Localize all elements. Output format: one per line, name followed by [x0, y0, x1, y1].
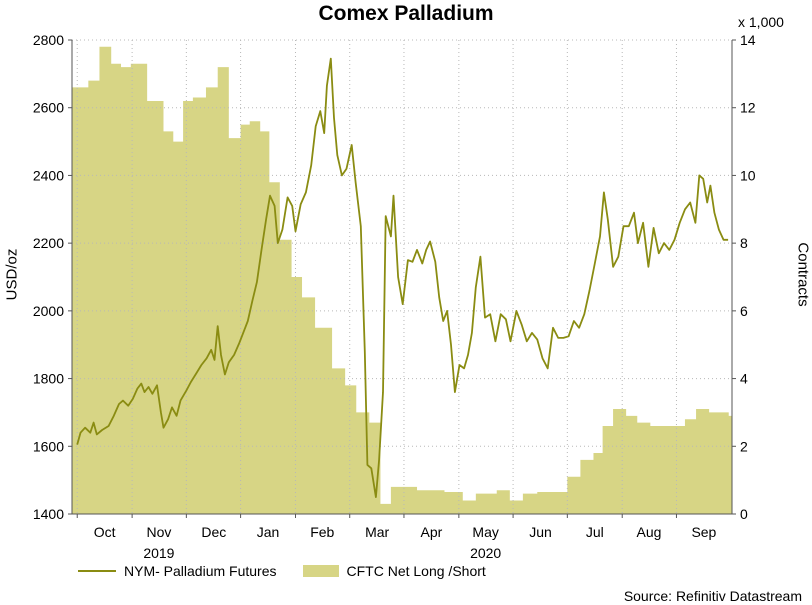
legend: NYM- Palladium Futures CFTC Net Long /Sh…: [78, 563, 512, 579]
legend-label-cftc: CFTC Net Long /Short: [346, 563, 486, 579]
legend-swatch-line: [78, 570, 116, 572]
left-tick-label: 1800: [33, 371, 64, 387]
left-tick-label: 1600: [33, 438, 64, 454]
right-tick-label: 14: [740, 32, 756, 48]
left-tick-label: 2000: [33, 303, 64, 319]
x-tick-label: Aug: [637, 524, 662, 540]
cftc-area: [72, 46, 732, 515]
right-tick-label: 12: [740, 100, 756, 116]
right-axis-multiplier: x 1,000: [738, 14, 784, 30]
right-tick-label: 2: [740, 438, 748, 454]
left-tick-label: 2600: [33, 100, 64, 116]
chart-title: Comex Palladium: [318, 2, 494, 25]
x-tick-label: Jan: [257, 524, 280, 540]
x-tick-label: Feb: [310, 524, 334, 540]
right-tick-label: 8: [740, 235, 748, 251]
x-tick-label: Mar: [365, 524, 389, 540]
legend-swatch-area: [302, 565, 339, 577]
chart-plot: 1400 1600 1800 2000 2200 2400 2600 2800 0 2 4 6 8 10 1…: [33, 32, 756, 560]
x-tick-label: Apr: [421, 524, 443, 540]
palladium-futures-line: [76, 57, 729, 499]
right-tick-label: 0: [740, 506, 748, 522]
x-tick-label: Jun: [529, 524, 552, 540]
legend-label-futures: NYM- Palladium Futures: [124, 563, 277, 579]
year-label: 2020: [470, 545, 501, 560]
x-tick-label: Nov: [146, 524, 171, 540]
source-note: Source: Refinitiv Datastream: [623, 588, 802, 604]
year-label: 2019: [143, 545, 174, 560]
left-tick-label: 2200: [33, 235, 64, 251]
right-tick-label: 6: [740, 303, 748, 319]
x-tick-label: Jul: [586, 524, 604, 540]
x-tick-label: Oct: [94, 524, 116, 540]
x-tick-label: Sep: [691, 524, 716, 540]
right-tick-label: 10: [740, 167, 756, 183]
left-tick-label: 2400: [33, 167, 64, 183]
legend-item-cftc: CFTC Net Long /Short: [302, 563, 486, 579]
left-tick-label: 1400: [33, 506, 64, 522]
x-tick-label: Dec: [201, 524, 226, 540]
right-tick-label: 4: [740, 371, 748, 387]
x-tick-label: May: [472, 524, 498, 540]
left-tick-label: 2800: [33, 32, 64, 48]
legend-item-futures: NYM- Palladium Futures: [78, 563, 277, 579]
